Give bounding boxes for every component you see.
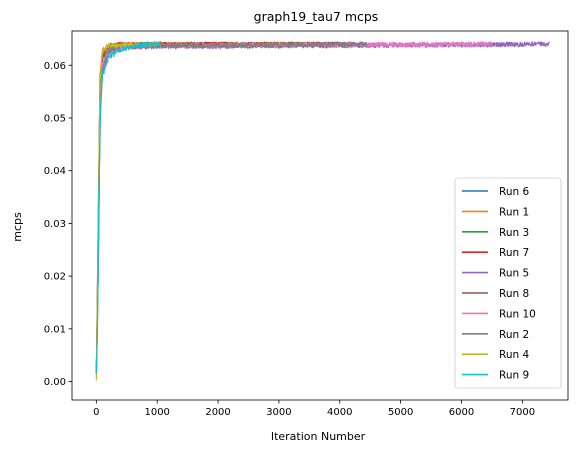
x-tick-label: 4000 [327, 407, 352, 418]
y-tick-label: 0.05 [44, 113, 66, 124]
series-line [95, 41, 161, 374]
legend-label: Run 4 [499, 349, 529, 361]
legend-label: Run 2 [499, 329, 529, 341]
legend-label: Run 1 [499, 206, 529, 218]
x-tick-label: 6000 [449, 407, 474, 418]
legend-box [454, 177, 562, 389]
y-axis: 0.00 0.01 0.02 0.03 0.04 0.05 0.06 [44, 61, 72, 388]
y-tick-label: 0.01 [44, 324, 66, 335]
legend: Run 6 Run 1 Run 3 Run 7 Run 5 Run 8 Run 10 Run … [454, 177, 562, 389]
x-tick-label: 2000 [205, 407, 230, 418]
legend-label: Run 5 [499, 268, 529, 280]
y-tick-label: 0.04 [44, 166, 66, 177]
legend-label: Run 8 [499, 288, 529, 300]
x-tick-label: 1000 [144, 407, 169, 418]
legend-label: Run 7 [499, 247, 529, 259]
legend-label: Run 3 [499, 227, 529, 239]
series-layer [95, 41, 550, 381]
x-tick-label: 3000 [266, 407, 291, 418]
x-axis-label: Iteration Number [271, 430, 366, 443]
y-tick-label: 0.00 [44, 377, 66, 388]
chart-title: graph19_tau7 mcps [254, 9, 379, 24]
y-axis-label: mcps [11, 212, 24, 242]
legend-label: Run 10 [499, 308, 536, 320]
x-tick-label: 0 [93, 407, 99, 418]
legend-label: Run 9 [499, 370, 529, 382]
x-tick-label: 7000 [510, 407, 535, 418]
x-tick-label: 5000 [388, 407, 413, 418]
y-tick-label: 0.02 [44, 272, 66, 283]
y-tick-label: 0.03 [44, 219, 66, 230]
legend-label: Run 6 [499, 186, 529, 198]
plot-frame [71, 30, 569, 401]
x-axis: 0 1000 2000 3000 4000 5000 6000 7000 [93, 400, 535, 418]
y-tick-label: 0.06 [44, 61, 66, 72]
